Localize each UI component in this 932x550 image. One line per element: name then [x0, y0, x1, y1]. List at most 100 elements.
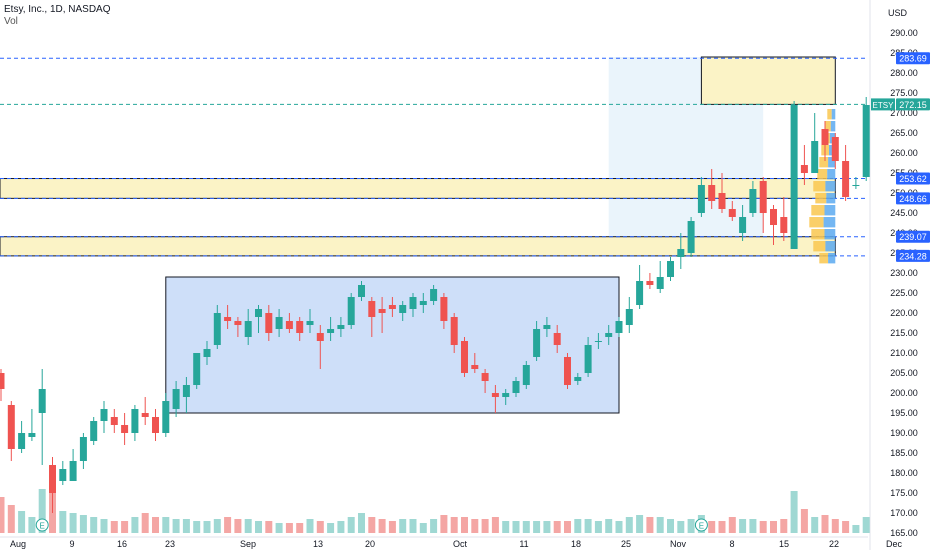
- candle-body: [0, 373, 5, 389]
- candle-body: [399, 305, 407, 313]
- candle-body: [440, 297, 448, 321]
- volume-bar: [275, 523, 283, 533]
- y-tick-label: 170.00: [890, 508, 918, 518]
- candle-body: [667, 261, 674, 277]
- volume-bar: [110, 521, 118, 533]
- candle-body: [131, 409, 139, 433]
- candle-body: [842, 161, 850, 197]
- volume-profile-bar: [819, 157, 829, 168]
- candle-body: [285, 321, 293, 329]
- candle-body: [203, 349, 211, 357]
- price-tag-label: 283.69: [899, 54, 927, 64]
- x-tick-label: Nov: [670, 539, 687, 549]
- price-tag: [896, 249, 930, 262]
- candle-body: [502, 393, 510, 397]
- candle-body: [162, 401, 170, 433]
- target-zone: [700, 56, 836, 105]
- price-tag: [896, 230, 930, 243]
- volume-bar: [28, 517, 36, 533]
- candle-body: [461, 341, 468, 373]
- y-tick-label: 190.00: [890, 428, 918, 438]
- candle-body: [646, 281, 654, 285]
- volume-bar: [821, 515, 829, 533]
- volume-profile-bar: [831, 109, 836, 120]
- candle-body: [358, 285, 365, 297]
- y-tick-label: 185.00: [890, 448, 918, 458]
- volume-bar: [461, 517, 468, 533]
- y-tick-label: 225.00: [890, 288, 918, 298]
- x-tick-label: Dec: [886, 539, 903, 549]
- y-tick-label: 200.00: [890, 388, 918, 398]
- candle-body: [800, 165, 808, 173]
- volume-profile-bar: [823, 217, 836, 228]
- volume-bar: [296, 523, 304, 533]
- volume-bar: [749, 519, 757, 533]
- volume-bar: [481, 519, 489, 533]
- x-tick-label: 16: [117, 539, 127, 549]
- y-tick-label: 180.00: [890, 468, 918, 478]
- earnings-marker: [694, 518, 708, 532]
- candle-body: [121, 425, 129, 433]
- candle-body: [90, 421, 98, 441]
- candle-body: [533, 329, 541, 357]
- volume-bar: [265, 521, 273, 533]
- candle-body: [337, 325, 345, 329]
- volume-bar: [759, 521, 767, 533]
- price-tag: [896, 98, 930, 111]
- price-tag: [896, 52, 930, 65]
- price-tag-label: 272.15: [899, 100, 927, 110]
- candle-body: [677, 249, 685, 257]
- candle-body: [697, 185, 705, 213]
- candle-body: [193, 353, 201, 385]
- volume-bar: [615, 521, 623, 533]
- y-tick-label: 230.00: [890, 268, 918, 278]
- volume-profile-bar: [817, 169, 828, 180]
- x-tick-label: 9: [69, 539, 74, 549]
- candle-body: [234, 321, 242, 325]
- volume-bar: [533, 521, 541, 533]
- candle-body: [770, 209, 777, 225]
- chart-title: Etsy, Inc., 1D, NASDAQ: [4, 4, 111, 15]
- candle-body: [28, 433, 36, 437]
- volume-bar: [358, 513, 365, 533]
- candle-body: [316, 333, 324, 341]
- volume-bar: [203, 521, 211, 533]
- candle-body: [811, 141, 819, 173]
- candle-body: [718, 193, 726, 209]
- volume-bar: [193, 521, 201, 533]
- volume-bar: [7, 505, 15, 533]
- volume-bar: [368, 517, 376, 533]
- candle-body: [141, 413, 149, 417]
- y-tick-label: 210.00: [890, 348, 918, 358]
- volume-bar: [646, 517, 654, 533]
- price-tag: [896, 172, 930, 185]
- volume-bar: [79, 515, 87, 533]
- volume-profile-bar: [815, 193, 827, 204]
- x-tick-label: Oct: [453, 539, 468, 549]
- volume-bar: [667, 519, 674, 533]
- candle-body: [69, 461, 77, 481]
- candle-body: [327, 329, 335, 333]
- volume-bar: [430, 519, 438, 533]
- candle-body: [306, 321, 314, 325]
- x-tick-label: 25: [621, 539, 631, 549]
- volume-bar: [316, 521, 324, 533]
- volume-bar: [131, 517, 139, 533]
- y-tick-label: 260.00: [890, 148, 918, 158]
- volume-bar: [800, 509, 808, 533]
- candle-body: [564, 357, 571, 385]
- candle-body: [368, 301, 376, 317]
- volume-profile-bar: [827, 169, 836, 180]
- volume-bar: [59, 511, 67, 533]
- candle-body: [296, 321, 304, 333]
- volume-profile-bar: [826, 193, 836, 204]
- candle-body: [553, 333, 561, 345]
- volume-bar: [306, 519, 314, 533]
- x-tick-label: 22: [829, 539, 839, 549]
- candle-body: [409, 297, 417, 309]
- x-tick-label: 8: [729, 539, 734, 549]
- x-tick-label: 18: [571, 539, 581, 549]
- volume-bar: [141, 513, 149, 533]
- volume-bar: [770, 521, 777, 533]
